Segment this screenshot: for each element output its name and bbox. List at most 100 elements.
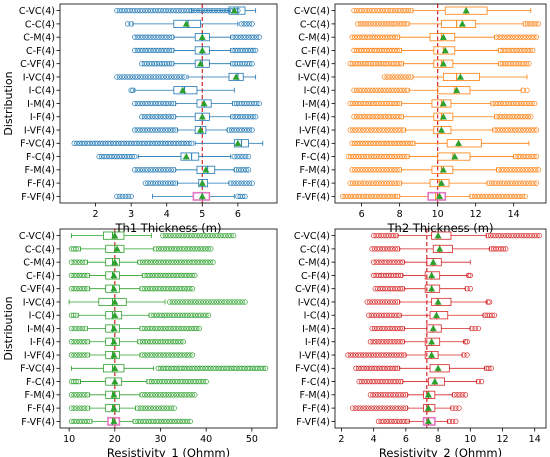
outlier-point bbox=[528, 127, 534, 133]
outlier-point bbox=[170, 272, 177, 279]
outlier-point bbox=[152, 180, 159, 186]
outlier-point bbox=[106, 153, 112, 160]
outlier-point bbox=[199, 232, 205, 239]
outlier-point bbox=[456, 405, 462, 411]
outlier-point bbox=[387, 246, 393, 252]
outlier-point bbox=[384, 312, 390, 318]
outlier-point bbox=[376, 312, 382, 318]
outlier-point bbox=[391, 352, 397, 358]
box-F-M(4) bbox=[132, 165, 252, 174]
outlier-point bbox=[366, 7, 373, 14]
outlier-point bbox=[123, 140, 130, 146]
outlier-point bbox=[188, 140, 195, 146]
outlier-point bbox=[515, 180, 521, 186]
outlier-point bbox=[181, 7, 187, 14]
outlier-point bbox=[381, 312, 387, 318]
mean-marker bbox=[439, 166, 447, 173]
outlier-point bbox=[373, 61, 379, 67]
outlier-point bbox=[504, 34, 510, 40]
y-tick-label: C-F(4) bbox=[301, 46, 330, 57]
outlier-point bbox=[392, 405, 398, 411]
outlier-point bbox=[76, 418, 82, 425]
outlier-point bbox=[137, 100, 143, 107]
outlier-point bbox=[381, 232, 387, 239]
outlier-point bbox=[399, 418, 405, 425]
outlier-point bbox=[158, 74, 164, 80]
outlier-point bbox=[173, 365, 180, 371]
outlier-point bbox=[244, 100, 250, 107]
outlier-point bbox=[366, 378, 373, 385]
outlier-point bbox=[366, 193, 372, 200]
outlier-point bbox=[147, 352, 153, 358]
outlier-point bbox=[142, 140, 148, 146]
outlier-point bbox=[377, 299, 383, 305]
outlier-point bbox=[349, 140, 355, 146]
outlier-point bbox=[359, 378, 365, 385]
outlier-point bbox=[392, 259, 398, 265]
outlier-point bbox=[395, 299, 401, 305]
box-I-F(4) bbox=[68, 337, 186, 346]
outlier-point bbox=[502, 61, 509, 67]
mean-marker bbox=[230, 7, 238, 14]
outlier-point bbox=[378, 140, 384, 146]
outlier-point bbox=[226, 127, 232, 133]
mean-marker bbox=[110, 391, 118, 398]
box-iqr bbox=[105, 377, 123, 386]
outlier-point bbox=[373, 272, 379, 279]
outlier-point bbox=[375, 418, 382, 425]
outlier-point bbox=[197, 246, 203, 252]
mean-marker bbox=[111, 232, 119, 239]
outlier-point bbox=[357, 21, 364, 27]
outlier-point bbox=[387, 7, 393, 14]
outlier-point bbox=[515, 153, 521, 160]
outlier-point bbox=[521, 61, 527, 67]
outlier-point bbox=[137, 339, 143, 345]
outlier-point bbox=[363, 180, 369, 186]
box-I-M(4) bbox=[132, 99, 262, 108]
outlier-point bbox=[122, 74, 128, 80]
outlier-point bbox=[194, 232, 200, 239]
outlier-point bbox=[531, 100, 538, 107]
outlier-point bbox=[366, 47, 372, 54]
outlier-point bbox=[407, 140, 413, 146]
outlier-point bbox=[172, 312, 178, 318]
outlier-point bbox=[188, 7, 195, 14]
outlier-point bbox=[377, 34, 383, 40]
outlier-point bbox=[528, 34, 534, 40]
outlier-point bbox=[393, 61, 400, 67]
outlier-point bbox=[170, 180, 176, 186]
y-tick-label: C-F(4) bbox=[26, 46, 55, 57]
outlier-point bbox=[381, 418, 387, 425]
outlier-point bbox=[183, 232, 190, 239]
outlier-point bbox=[162, 232, 169, 239]
outlier-point bbox=[194, 259, 201, 265]
outlier-point bbox=[396, 100, 403, 107]
outlier-point bbox=[126, 153, 133, 160]
outlier-point bbox=[176, 272, 182, 279]
outlier-point bbox=[170, 339, 176, 345]
outlier-point bbox=[367, 114, 373, 120]
outlier-point bbox=[164, 378, 170, 385]
outlier-point bbox=[148, 34, 154, 40]
box-iqr bbox=[429, 364, 450, 373]
outlier-point bbox=[139, 259, 146, 265]
outlier-point bbox=[96, 153, 102, 160]
y-tick-label: I-C(4) bbox=[29, 86, 55, 97]
outlier-point bbox=[386, 47, 393, 54]
outlier-point bbox=[526, 100, 533, 107]
outlier-point bbox=[199, 7, 205, 14]
outlier-point bbox=[210, 259, 216, 265]
outlier-point bbox=[149, 61, 155, 67]
outlier-point bbox=[499, 114, 505, 120]
outlier-point bbox=[529, 232, 535, 239]
outlier-point bbox=[131, 140, 137, 146]
box-C-VC(4) bbox=[351, 6, 532, 15]
outlier-point bbox=[249, 365, 256, 371]
outlier-point bbox=[398, 127, 404, 133]
outlier-point bbox=[393, 272, 399, 279]
outlier-point bbox=[79, 272, 85, 279]
outlier-point bbox=[187, 299, 194, 305]
outlier-point bbox=[372, 87, 378, 93]
outlier-point bbox=[74, 259, 80, 265]
outlier-point bbox=[386, 61, 392, 67]
